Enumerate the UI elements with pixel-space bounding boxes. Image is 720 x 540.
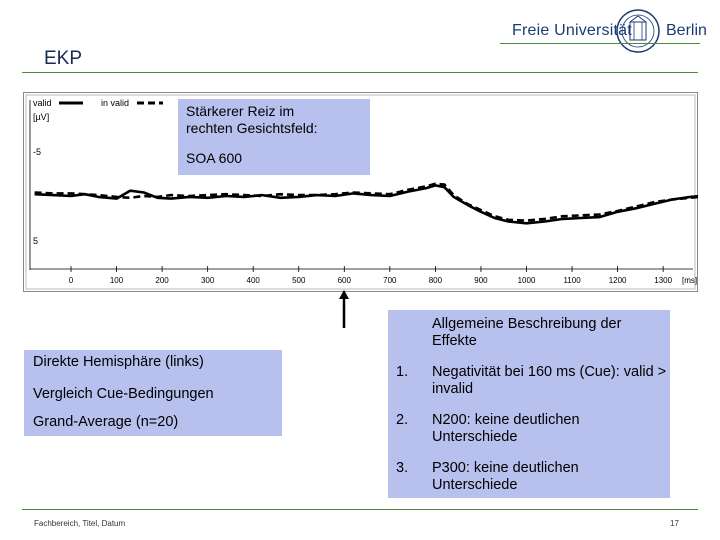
x-tick-label: 500 xyxy=(292,276,306,285)
header-rule-right xyxy=(500,43,700,44)
condition-grand-average: Grand-Average (n=20) xyxy=(33,414,179,430)
condition-comparison: Vergleich Cue-Bedingungen xyxy=(33,386,214,402)
x-tick-label: 900 xyxy=(474,276,488,285)
legend-invalid-label: in valid xyxy=(101,98,129,108)
footer-text: Fachbereich, Titel, Datum xyxy=(34,519,126,528)
x-tick-label: 800 xyxy=(429,276,443,285)
effects-box: Allgemeine Beschreibung der Effekte 1. N… xyxy=(388,310,670,498)
y-tick-bottom: 5 xyxy=(33,236,38,246)
arrow-up-icon xyxy=(339,290,349,328)
stimulus-line-2: rechten Gesichtsfeld: xyxy=(186,120,318,136)
x-tick-label: 1300 xyxy=(654,276,672,285)
chart-inner-border xyxy=(25,94,696,290)
x-tick-label: 1200 xyxy=(609,276,627,285)
effect-number-2: 2. xyxy=(396,412,409,428)
y-tick-top: -5 xyxy=(33,147,41,157)
university-city: Berlin xyxy=(666,22,707,39)
title-rule xyxy=(22,72,698,73)
condition-hemisphere: Direkte Hemisphäre (links) xyxy=(33,354,204,370)
effects-heading: Allgemeine Beschreibung der Effekte xyxy=(432,316,622,349)
series-invalid-line xyxy=(34,182,698,222)
effect-text-3: P300: keine deutlichen Unterschiede xyxy=(432,460,579,493)
x-tick-label: 600 xyxy=(338,276,352,285)
series-valid-line xyxy=(34,184,698,225)
x-tick-label: 200 xyxy=(155,276,169,285)
university-seal-icon xyxy=(616,9,660,53)
x-unit-label: [ms] xyxy=(682,276,697,285)
effect-number-3: 3. xyxy=(396,460,409,476)
stimulus-line-1: Stärkerer Reiz im xyxy=(186,103,295,119)
university-name: Freie Universität xyxy=(512,22,632,39)
x-tick-label: 1000 xyxy=(518,276,536,285)
x-tick-label: 300 xyxy=(201,276,215,285)
stimulus-soa: SOA 600 xyxy=(186,150,243,166)
effect-number-1: 1. xyxy=(396,364,409,380)
effect-text-2: N200: keine deutlichen Unterschiede xyxy=(432,412,580,445)
stimulus-box: Stärkerer Reiz im rechten Gesichtsfeld: … xyxy=(178,99,370,175)
x-tick-label: 100 xyxy=(110,276,124,285)
effect-text-1: Negativität bei 160 ms (Cue): valid > in… xyxy=(432,364,667,397)
page-title: EKP xyxy=(44,48,83,69)
x-tick-label: 0 xyxy=(69,276,74,285)
page-number: 17 xyxy=(670,519,679,528)
condition-box: Direkte Hemisphäre (links) Vergleich Cue… xyxy=(24,350,282,436)
x-tick-label: 1100 xyxy=(563,276,581,285)
y-unit-label: [µV] xyxy=(33,112,49,122)
footer-rule xyxy=(22,509,698,510)
x-tick-label: 400 xyxy=(247,276,261,285)
x-tick-label: 700 xyxy=(383,276,397,285)
legend-valid-label: valid xyxy=(33,98,52,108)
